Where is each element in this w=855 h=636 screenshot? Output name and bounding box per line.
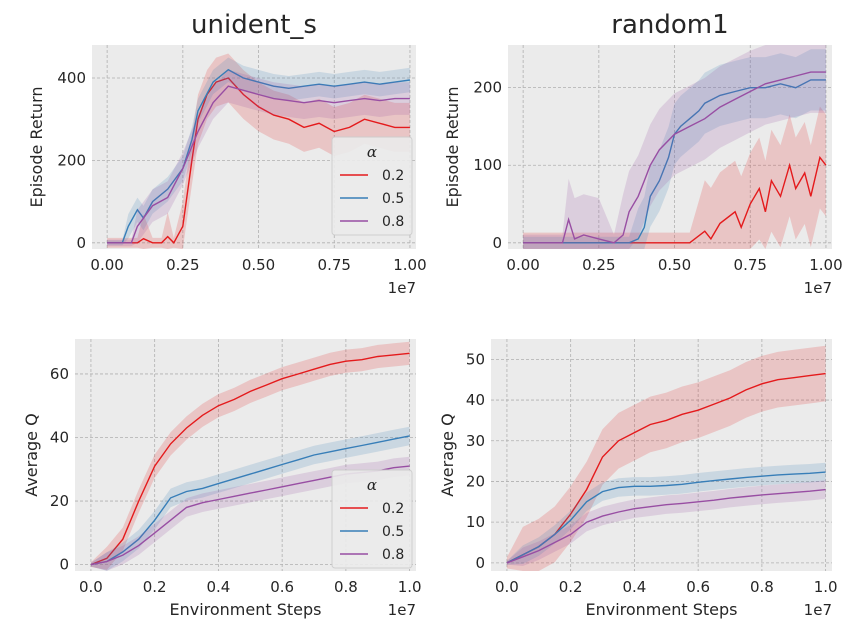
series-line-0.2 <box>506 372 826 564</box>
y-tick-label: 200 <box>57 151 86 169</box>
legend-title: α <box>367 476 377 494</box>
series-band-0.8 <box>90 456 410 571</box>
series-band-0.8 <box>107 69 410 247</box>
x-tick-label: 0.25 <box>582 256 615 274</box>
plot-area <box>508 45 832 249</box>
series-band-0.2 <box>90 341 410 570</box>
series-line-0.2 <box>107 77 410 244</box>
y-tick-label: 0 <box>475 554 485 572</box>
legend-label-0.8: 0.8 <box>382 214 404 230</box>
x-tick-label: 0.50 <box>658 256 691 274</box>
series-line-0.2 <box>90 352 410 566</box>
x-axis-label: Environment Steps <box>169 600 321 619</box>
x-offset-label: 1e7 <box>804 601 832 619</box>
y-tick-label: 40 <box>466 391 485 409</box>
y-tick-label: 0 <box>76 234 86 252</box>
legend <box>331 469 413 569</box>
chart-title: random1 <box>611 10 728 40</box>
plot-area <box>491 339 832 571</box>
series-line-0.8 <box>107 85 410 244</box>
x-tick-label: 0.00 <box>90 256 123 274</box>
y-tick-label: 30 <box>466 432 485 450</box>
panel-2: 0.00 0.25 0.50 0.75 1.00 0 100 200 1e7 random1 Epi… <box>443 10 843 297</box>
x-tick-label: 0.2 <box>143 578 167 596</box>
series-band-0.8 <box>506 480 826 566</box>
x-tick-label: 0.50 <box>242 256 275 274</box>
series-line-0.5 <box>523 79 826 244</box>
x-tick-label: 0.4 <box>622 578 646 596</box>
x-tick-label: 1.00 <box>809 256 842 274</box>
legend-title: α <box>367 143 377 161</box>
x-tick-label: 0.6 <box>270 578 294 596</box>
series-line-0.8 <box>523 71 826 244</box>
y-tick-label: 0 <box>59 556 69 574</box>
legend-label-0.5: 0.5 <box>382 524 404 540</box>
y-tick-label: 10 <box>466 513 485 531</box>
series-band-0.8 <box>523 45 826 249</box>
x-tick-label: 1.0 <box>398 578 422 596</box>
x-axis-label: Environment Steps <box>585 600 737 619</box>
legend <box>331 136 413 236</box>
x-tick-label: 1.0 <box>814 578 838 596</box>
legend-label-0.8: 0.8 <box>382 547 404 563</box>
series-band-0.2 <box>506 345 826 571</box>
panel-3: 0.0 0.2 0.4 0.6 0.8 1.0 0 20 40 60 1e7 Environment … <box>22 339 422 619</box>
y-tick-label: 200 <box>473 79 502 97</box>
x-tick-label: 0.75 <box>318 256 351 274</box>
x-tick-label: 0.8 <box>334 578 358 596</box>
x-tick-label: 0.6 <box>686 578 710 596</box>
series-band-0.5 <box>90 426 410 571</box>
series-band-0.5 <box>523 49 826 249</box>
y-axis-label: Average Q <box>22 413 41 496</box>
series-line-0.5 <box>90 435 410 566</box>
y-tick-label: 40 <box>50 429 69 447</box>
x-offset-label: 1e7 <box>804 279 832 297</box>
panel-1: 0.00 0.25 0.50 0.75 1.00 0 200 400 1e7 unident_s E… <box>27 10 427 297</box>
legend-label-0.2: 0.2 <box>382 501 404 517</box>
x-offset-label: 1e7 <box>388 601 416 619</box>
series-line-0.5 <box>107 68 410 244</box>
series-band-0.5 <box>107 57 410 246</box>
x-tick-label: 0.00 <box>506 256 539 274</box>
x-tick-label: 0.0 <box>79 578 103 596</box>
y-axis-label: Episode Return <box>27 86 46 207</box>
legend-label-0.2: 0.2 <box>382 168 404 184</box>
y-tick-label: 50 <box>466 350 485 368</box>
series-line-0.5 <box>506 471 826 564</box>
y-tick-label: 60 <box>50 365 69 383</box>
y-tick-label: 20 <box>466 472 485 490</box>
y-axis-label: Average Q <box>438 413 457 496</box>
y-tick-label: 20 <box>50 492 69 510</box>
y-tick-label: 100 <box>473 156 502 174</box>
x-tick-label: 0.25 <box>166 256 199 274</box>
x-tick-label: 0.8 <box>750 578 774 596</box>
x-offset-label: 1e7 <box>388 279 416 297</box>
x-tick-label: 0.2 <box>559 578 583 596</box>
panel-4: 0.0 0.2 0.4 0.6 0.8 1.0 0 10 20 30 40 50 1e7 Environm… <box>438 339 838 619</box>
x-tick-label: 0.4 <box>206 578 230 596</box>
x-tick-label: 0.75 <box>734 256 767 274</box>
x-tick-label: 0.0 <box>495 578 519 596</box>
series-line-0.2 <box>523 155 827 244</box>
x-tick-label: 1.00 <box>393 256 426 274</box>
legend-label-0.5: 0.5 <box>382 191 404 207</box>
series-line-0.8 <box>506 488 826 564</box>
series-band-0.5 <box>506 462 826 565</box>
chart-title: unident_s <box>191 10 317 40</box>
y-tick-label: 400 <box>57 69 86 87</box>
y-tick-label: 0 <box>492 234 502 252</box>
series-band-0.2 <box>523 106 826 249</box>
y-axis-label: Episode Return <box>443 86 462 207</box>
